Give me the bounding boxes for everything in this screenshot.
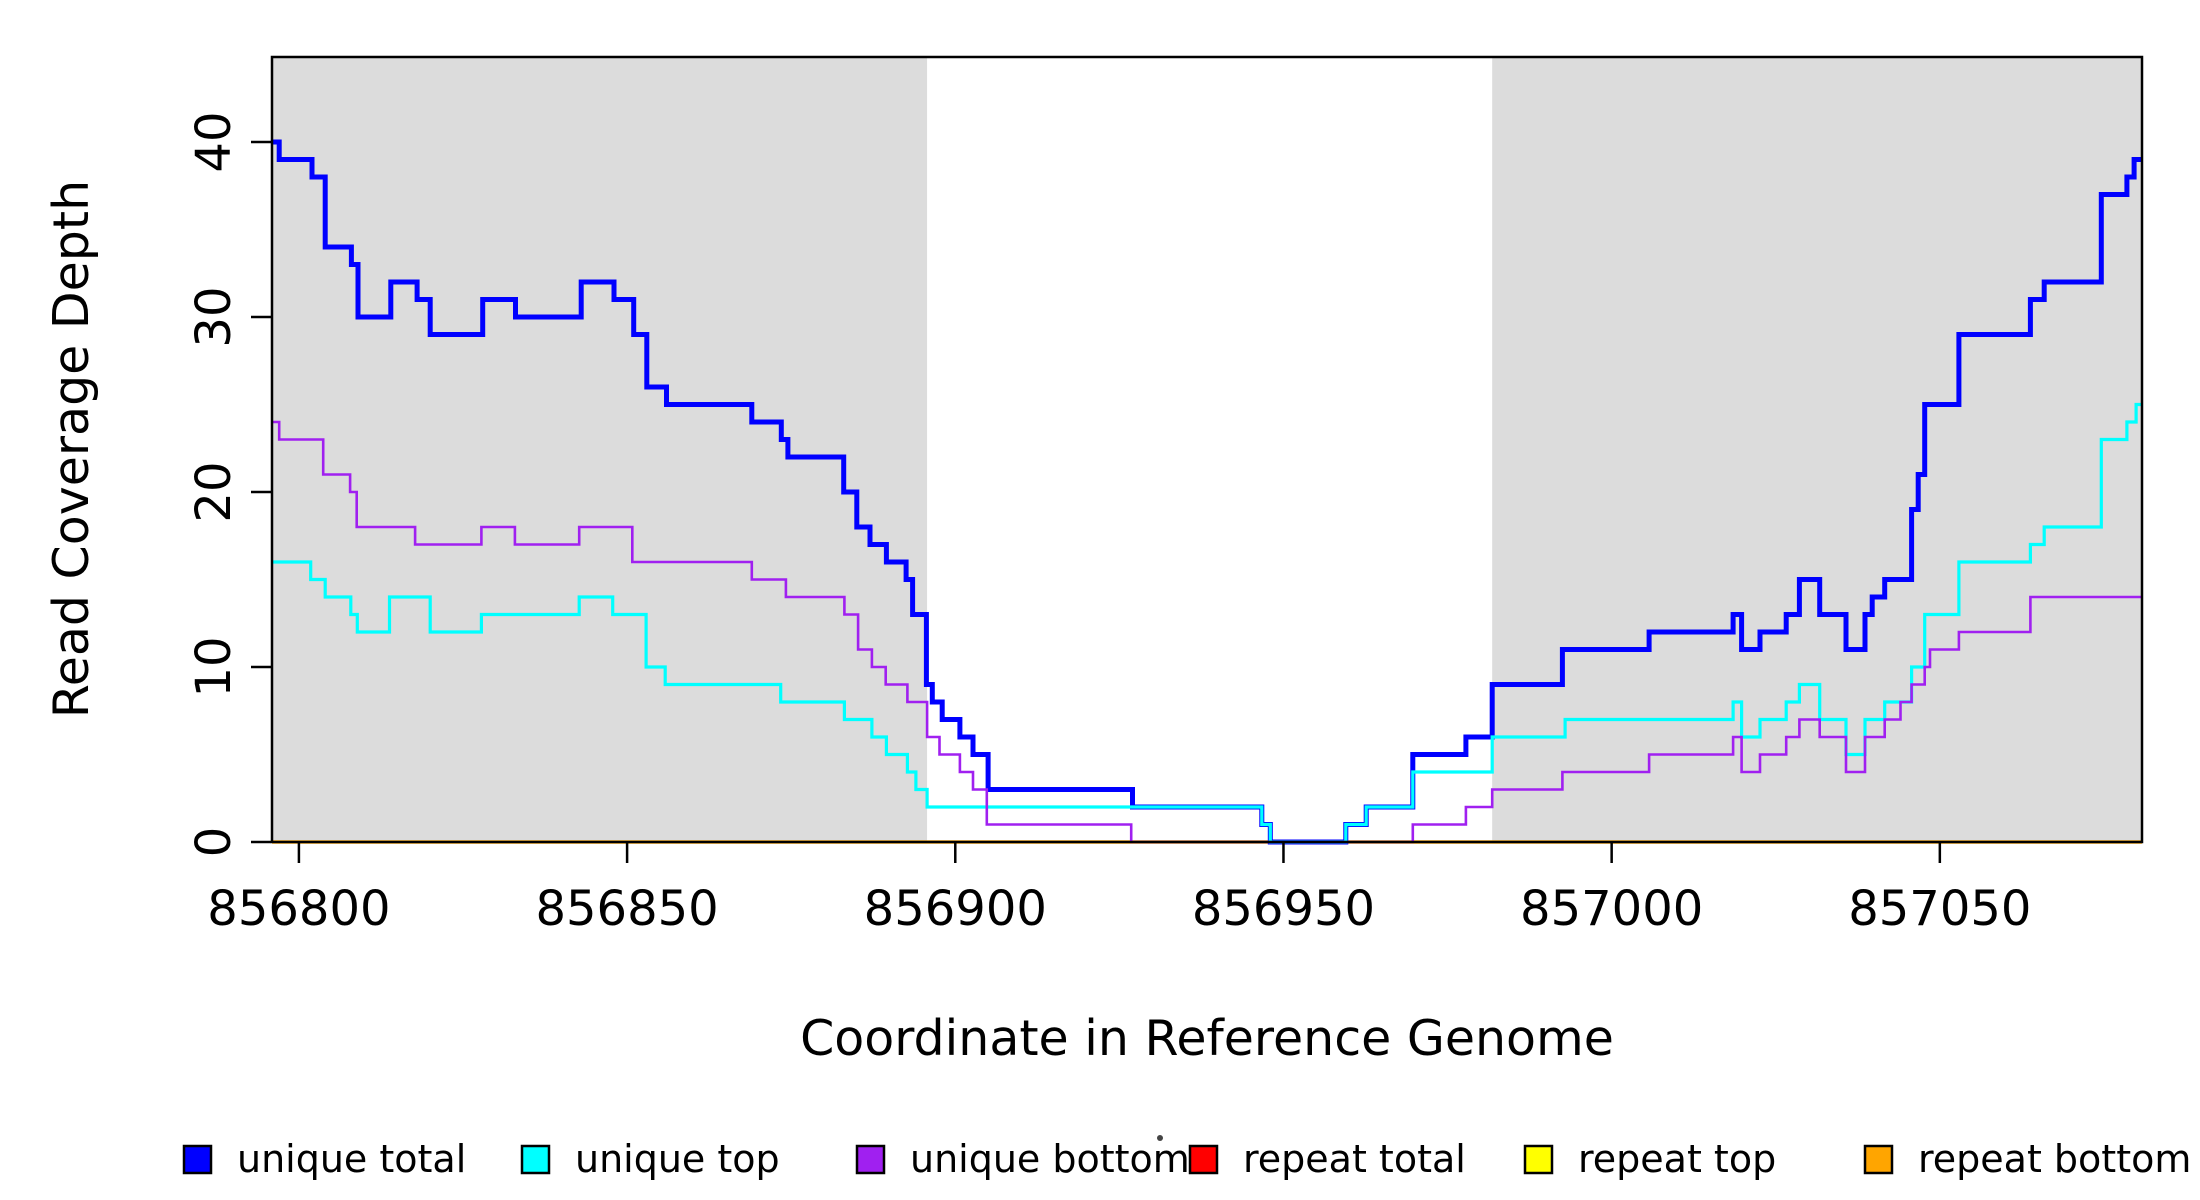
legend-item-unique-top: unique top [520, 1137, 780, 1181]
legend-label-unique-total: unique total [237, 1137, 466, 1181]
series-line-unique-total [272, 139, 2142, 845]
axis-ticks: 856800 856850 856900 856950 857000 857050 0 10 2… [186, 112, 2031, 937]
shaded-regions [272, 57, 2142, 842]
legend-swatch-unique-total [182, 1144, 213, 1175]
series-line-unique-top [272, 402, 2142, 844]
y-tick-label: 0 [186, 827, 242, 858]
series-line-unique-bottom [272, 420, 2142, 844]
legend-swatch-repeat-bottom [1863, 1144, 1894, 1175]
x-tick-label: 856850 [535, 881, 718, 937]
legend-label-repeat-bottom: repeat bottom [1918, 1137, 2191, 1181]
legend-item-unique-bottom: unique bottom [855, 1137, 1190, 1181]
x-tick-label: 857000 [1520, 881, 1703, 937]
legend: unique total unique top unique bottom re… [182, 1137, 2191, 1181]
x-tick-label: 856900 [864, 881, 1047, 937]
stray-dot [1157, 1135, 1163, 1141]
x-axis-title: Coordinate in Reference Genome [800, 1010, 1614, 1067]
legend-swatch-unique-top [520, 1144, 551, 1175]
y-tick-label: 20 [186, 461, 242, 522]
legend-swatch-unique-bottom [855, 1144, 886, 1175]
y-tick-label: 10 [186, 636, 242, 697]
y-axis-title: Read Coverage Depth [43, 180, 100, 718]
legend-item-repeat-bottom: repeat bottom [1863, 1137, 2191, 1181]
legend-item-unique-total: unique total [182, 1137, 466, 1181]
x-tick-label: 856800 [207, 881, 390, 937]
y-tick-label: 30 [186, 286, 242, 347]
legend-label-repeat-top: repeat top [1578, 1137, 1776, 1181]
legend-label-unique-top: unique top [575, 1137, 780, 1181]
shaded-region-right-flank [1492, 57, 2142, 842]
plot-border [270, 55, 2144, 844]
legend-label-repeat-total: repeat total [1243, 1137, 1466, 1181]
legend-swatch-repeat-total [1188, 1144, 1219, 1175]
legend-item-repeat-top: repeat top [1523, 1137, 1776, 1181]
y-tick-label: 40 [186, 112, 242, 173]
legend-item-repeat-total: repeat total [1188, 1137, 1466, 1181]
legend-label-unique-bottom: unique bottom [910, 1137, 1190, 1181]
x-tick-label: 856950 [1192, 881, 1375, 937]
shaded-region-left-flank [272, 57, 928, 842]
legend-swatch-repeat-top [1523, 1144, 1554, 1175]
x-tick-label: 857050 [1848, 881, 2031, 937]
